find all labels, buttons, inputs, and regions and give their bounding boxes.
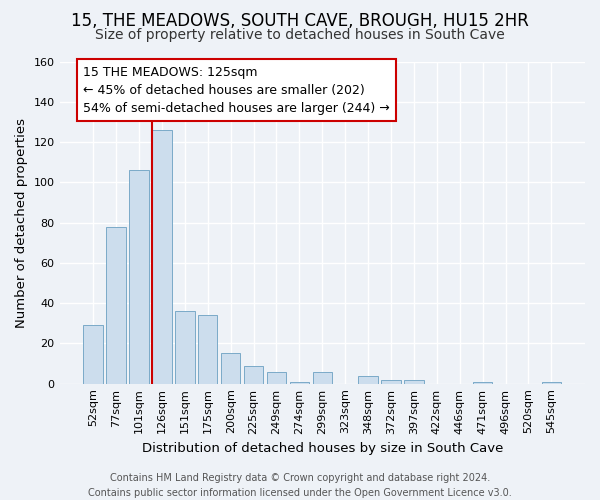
Bar — [198, 315, 217, 384]
Bar — [106, 226, 126, 384]
Y-axis label: Number of detached properties: Number of detached properties — [15, 118, 28, 328]
Bar — [175, 311, 194, 384]
Bar — [381, 380, 401, 384]
Bar — [83, 326, 103, 384]
X-axis label: Distribution of detached houses by size in South Cave: Distribution of detached houses by size … — [142, 442, 503, 455]
Text: 15 THE MEADOWS: 125sqm
← 45% of detached houses are smaller (202)
54% of semi-de: 15 THE MEADOWS: 125sqm ← 45% of detached… — [83, 66, 389, 114]
Bar — [290, 382, 309, 384]
Bar — [267, 372, 286, 384]
Bar — [244, 366, 263, 384]
Bar — [473, 382, 493, 384]
Bar — [542, 382, 561, 384]
Bar — [313, 372, 332, 384]
Bar — [129, 170, 149, 384]
Bar — [221, 354, 241, 384]
Text: Contains HM Land Registry data © Crown copyright and database right 2024.
Contai: Contains HM Land Registry data © Crown c… — [88, 472, 512, 498]
Bar — [404, 380, 424, 384]
Bar — [358, 376, 378, 384]
Bar — [152, 130, 172, 384]
Text: Size of property relative to detached houses in South Cave: Size of property relative to detached ho… — [95, 28, 505, 42]
Text: 15, THE MEADOWS, SOUTH CAVE, BROUGH, HU15 2HR: 15, THE MEADOWS, SOUTH CAVE, BROUGH, HU1… — [71, 12, 529, 30]
